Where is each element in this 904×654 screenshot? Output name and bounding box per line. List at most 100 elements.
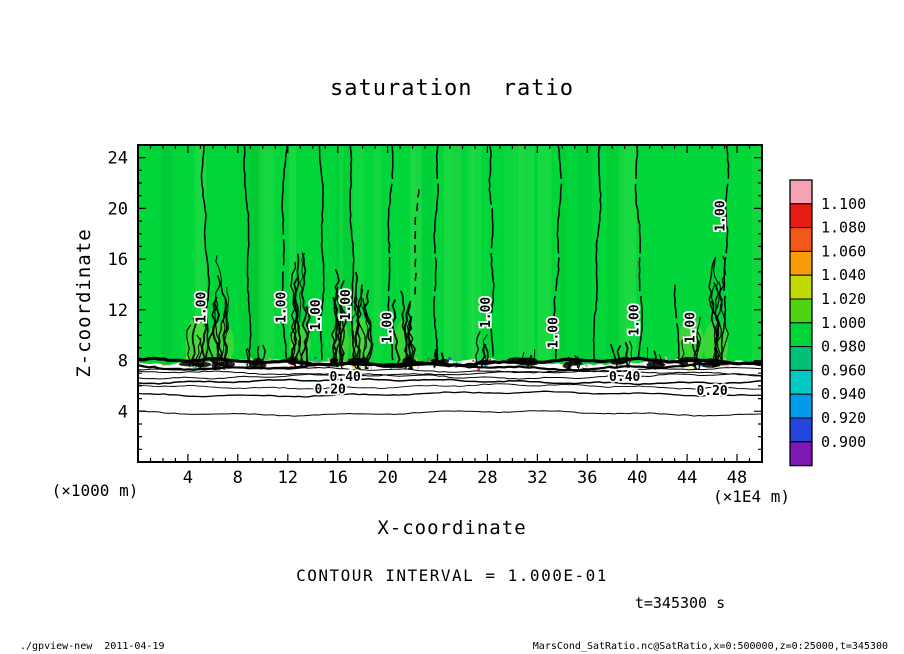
chart-title: saturation ratio (330, 76, 574, 101)
field-streak (751, 145, 762, 366)
y-tick-label: 8 (118, 352, 128, 372)
plot-interior: 1.00 1.00 1.00 1.00 1.00 1.00 1.00 1.00 1.00 1.00… (138, 145, 762, 417)
colorbar-segment (789, 298, 813, 324)
plume-blob (392, 363, 407, 369)
field-streak (537, 145, 552, 366)
field-streak (471, 145, 482, 366)
colorbar-tick-label: 0.920 (821, 409, 866, 427)
plume-blob (700, 362, 720, 368)
contour-label: 0.20 (696, 384, 727, 399)
speckle (725, 365, 729, 368)
contour-line-1.00 (433, 145, 439, 361)
speckle (414, 358, 417, 361)
speckle (582, 367, 584, 370)
field-streak (504, 145, 520, 366)
colorbar-segment (789, 369, 813, 395)
contour-line-1.00 (414, 189, 420, 295)
plume-blob (252, 358, 264, 364)
plume-contours (719, 255, 729, 365)
colorbar-segment (789, 250, 813, 276)
contour-line-1.00 (349, 145, 355, 361)
plume-blob (218, 361, 235, 367)
colorbar-segment (789, 274, 813, 300)
field-streak (452, 145, 462, 366)
speckle (225, 356, 228, 360)
speckle (269, 358, 272, 361)
field-streak (559, 145, 567, 366)
plume-blob (438, 359, 450, 364)
speckle (197, 356, 200, 359)
plume-contours (690, 331, 698, 370)
colorbar-tick-label: 0.940 (821, 385, 866, 403)
colorbar-tick-label: 1.060 (821, 242, 866, 260)
speckle (417, 366, 419, 370)
contour-label: 0.40 (609, 370, 640, 385)
plume-contours (692, 335, 700, 367)
speckle (426, 360, 429, 363)
plume-contours (214, 280, 223, 366)
contour-line-0.4 (138, 378, 762, 386)
plume-blob (479, 359, 489, 364)
speckle (472, 359, 475, 362)
colorbar-tick-label: 1.000 (821, 314, 866, 332)
y-tick-label: 20 (108, 199, 128, 219)
speckle (414, 365, 416, 367)
plume-contours (216, 275, 228, 367)
plume-contours (201, 322, 208, 366)
contour-label: 1.00 (339, 289, 354, 320)
contour-line-0.3 (138, 383, 762, 390)
plume-contours (215, 255, 226, 364)
speckle (192, 367, 196, 370)
plume-contours (246, 348, 252, 367)
field-streak (373, 145, 382, 366)
plume-blob (519, 362, 538, 366)
x-tick-label: 20 (377, 468, 397, 488)
x-tick-label: 24 (427, 468, 447, 488)
y-axis-label: Z-coordinate (73, 228, 95, 378)
plume-contours (680, 335, 686, 367)
plume-blob (253, 362, 267, 369)
field-streak (289, 145, 296, 366)
x-tick-label: 32 (527, 468, 547, 488)
colorbar-segment (789, 322, 813, 348)
speckle (477, 359, 481, 362)
speckle (664, 356, 668, 361)
plume-contours (710, 285, 719, 365)
x-tick-label: 44 (677, 468, 697, 488)
x-tick-label: 40 (627, 468, 647, 488)
plume-contours (338, 280, 348, 366)
speckle (669, 358, 672, 362)
speckle (585, 364, 589, 368)
contour-line-1.00 (281, 145, 289, 361)
speckle (249, 357, 252, 361)
field-streak (618, 145, 637, 366)
contour-line-1.00 (553, 145, 563, 361)
contour-line-1.00 (720, 145, 730, 361)
contour-line-1.00 (200, 145, 211, 361)
plume-contours (212, 296, 220, 371)
speckle (370, 367, 373, 370)
colorbar-tick-label: 1.020 (821, 290, 866, 308)
plume-contours (197, 337, 203, 369)
y-tick-label: 16 (108, 250, 128, 270)
plume-blob (694, 360, 702, 366)
field-streak (523, 145, 533, 366)
field-streak (443, 145, 462, 366)
time-stamp: t=345300 s (634, 594, 726, 612)
field-streak (238, 145, 250, 366)
plume-contours (391, 299, 401, 367)
plume-blob (616, 359, 628, 364)
x-tick-label: 4 (183, 468, 193, 488)
speckle (455, 361, 458, 365)
speckle (723, 358, 727, 361)
contour-line-0.6 (138, 369, 762, 377)
x-tick-label: 16 (327, 468, 347, 488)
axis-ticks (138, 145, 762, 462)
speckle (681, 366, 684, 369)
speckle (299, 363, 303, 367)
contour-line-1.00 (634, 145, 643, 361)
field-streak (161, 145, 170, 366)
y-axis-unit: (×1000 m) (51, 481, 139, 500)
plume-contours (716, 281, 723, 367)
footer-file-info: MarsCond_SatRatio.nc@SatRatio,x=0:500000… (532, 641, 888, 652)
